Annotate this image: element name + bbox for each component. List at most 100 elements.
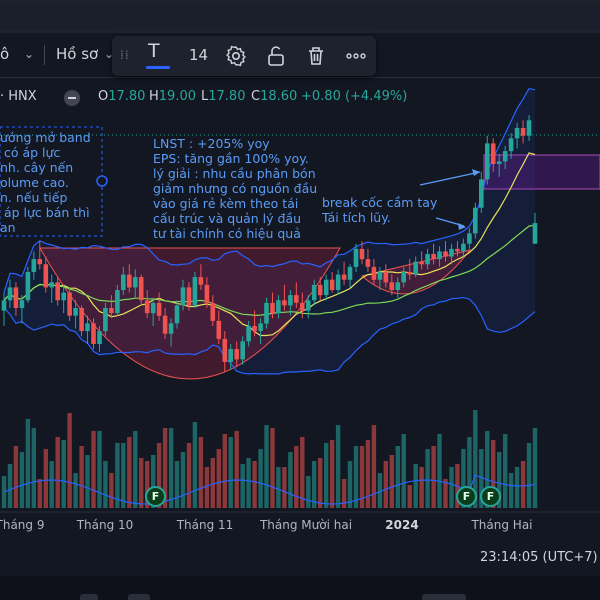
- volume-bar: [467, 437, 472, 508]
- taskbar-icon[interactable]: [80, 594, 98, 600]
- volume-bar: [514, 467, 520, 508]
- volume-bar: [419, 467, 424, 508]
- financials-badge[interactable]: F: [145, 486, 166, 507]
- candle-body: [67, 292, 72, 316]
- candle-body: [282, 300, 287, 306]
- candle-body: [198, 277, 204, 285]
- candle-body: [288, 295, 293, 306]
- drag-handle-icon[interactable]: ⁞⁞: [120, 48, 130, 62]
- volume-bar: [324, 443, 329, 508]
- collapse-legend-button[interactable]: [64, 90, 80, 106]
- candle-body: [258, 323, 263, 332]
- candle-body: [138, 277, 144, 301]
- time-tick: Tháng Mười hai: [259, 518, 353, 532]
- candle-body: [270, 302, 275, 314]
- chevron-down-icon[interactable]: ⌄: [24, 47, 35, 61]
- candle-body: [252, 326, 257, 332]
- text-icon[interactable]: T: [148, 40, 160, 62]
- volume-bar: [228, 437, 233, 508]
- candle-body: [246, 326, 251, 342]
- time-tick: Tháng Hai: [471, 518, 533, 532]
- volume-bar: [461, 449, 466, 508]
- bollinger-band-fill: [4, 88, 535, 374]
- annotation-middle[interactable]: LNST : +205% yoy EPS: tăng gần 100% yoy.…: [153, 136, 318, 241]
- annotation-right[interactable]: break cốc cầm tay Tái tích lũy.: [322, 195, 438, 225]
- candle-body: [156, 302, 162, 316]
- taskbar-icon[interactable]: [422, 594, 466, 600]
- volume-bar: [377, 473, 383, 508]
- font-size-button[interactable]: 14: [189, 46, 209, 64]
- candle-body: [419, 261, 424, 265]
- ma-yellow-line: [3, 152, 536, 337]
- volume-bar: [79, 446, 84, 508]
- annotation-left[interactable]: ướng mở band có áp lực nh. cây nến olume…: [0, 130, 91, 235]
- annotation-arrow: [419, 171, 481, 186]
- volume-bar: [222, 434, 227, 508]
- candle-body: [210, 302, 216, 321]
- candle-body: [455, 248, 460, 252]
- financials-badge[interactable]: F: [456, 486, 477, 507]
- candle-body: [359, 248, 365, 260]
- candle-body: [502, 151, 508, 162]
- candle-body: [485, 143, 490, 180]
- volume-bar: [288, 452, 293, 508]
- candle-body: [222, 338, 228, 362]
- volume-bar: [300, 437, 305, 508]
- volume-bar: [103, 461, 108, 508]
- volume-bar: [240, 464, 245, 508]
- profile-menu-button[interactable]: Hồ sơ: [56, 45, 99, 63]
- volume-bar: [264, 425, 269, 508]
- candle-body: [443, 251, 448, 257]
- candle-body: [371, 266, 377, 280]
- bottom-bar: [0, 576, 600, 600]
- candle-body: [365, 259, 371, 267]
- symbol-label[interactable]: · HNX: [0, 89, 37, 104]
- candle-body: [335, 274, 341, 290]
- settings-icon[interactable]: [224, 44, 248, 68]
- volume-bar: [13, 446, 19, 508]
- time-tick: Tháng 10: [76, 518, 134, 532]
- candle-body: [294, 295, 299, 303]
- candle-body: [323, 279, 329, 296]
- volume-bar: [156, 443, 162, 508]
- candle-body: [43, 264, 49, 288]
- volume-bar: [97, 431, 102, 508]
- candle-body: [19, 300, 25, 308]
- financials-badge[interactable]: F: [480, 486, 501, 507]
- clock-timezone[interactable]: 23:14:05 (UTC+7): [480, 550, 598, 565]
- candle-body: [413, 261, 418, 275]
- time-tick: 2024: [385, 518, 419, 532]
- candle-body: [514, 128, 520, 139]
- candle-body: [329, 279, 335, 290]
- volume-bar: [43, 449, 48, 508]
- volume-bar: [216, 449, 221, 508]
- candle-body: [7, 287, 13, 301]
- chevron-down-icon[interactable]: ⌄: [104, 47, 115, 61]
- bollinger-upper: [3, 88, 536, 293]
- candle-body: [473, 207, 478, 234]
- candle-body: [174, 305, 180, 324]
- close-value: 18.60: [260, 89, 298, 104]
- text-color-indicator[interactable]: [146, 66, 170, 69]
- candle-body: [461, 243, 466, 252]
- volume-bar: [365, 440, 371, 508]
- trash-icon[interactable]: [304, 44, 328, 68]
- candle-body: [204, 284, 210, 303]
- candle-body: [61, 292, 66, 301]
- candle-body: [311, 284, 317, 301]
- volume-bar: [1, 476, 7, 508]
- volume-bar: [121, 443, 126, 508]
- volume-bar: [443, 479, 448, 508]
- unlock-icon[interactable]: [264, 44, 288, 68]
- taskbar-icon[interactable]: [128, 594, 150, 600]
- volume-bar: [55, 437, 60, 508]
- volume-bar: [449, 467, 454, 508]
- ma-green-line: [3, 224, 536, 317]
- volume-bar: [174, 461, 180, 508]
- toolbar-left-fragment[interactable]: ô: [0, 45, 10, 63]
- volume-bar: [431, 446, 436, 508]
- volume-bar: [19, 452, 25, 508]
- volume-bar: [341, 479, 347, 508]
- more-icon[interactable]: [344, 44, 368, 68]
